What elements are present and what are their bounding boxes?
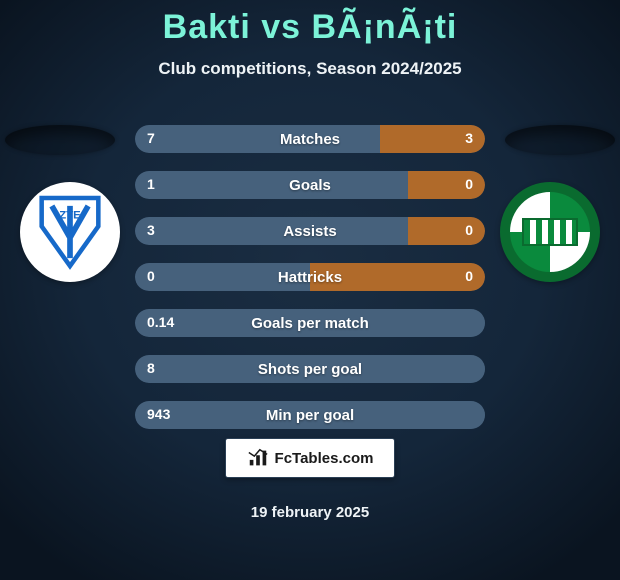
bar-track — [135, 171, 485, 199]
brand-label: FcTables.com — [275, 450, 374, 467]
svg-text:ZTE: ZTE — [59, 209, 81, 221]
stat-row: Goals per match0.14 — [135, 309, 485, 337]
chart-icon — [247, 447, 269, 469]
bar-fill-left — [135, 401, 485, 429]
stat-value-left: 0 — [147, 268, 155, 284]
brand-badge[interactable]: FcTables.com — [225, 438, 395, 478]
stat-row: Goals10 — [135, 171, 485, 199]
bar-track — [135, 401, 485, 429]
bar-fill-left — [135, 355, 485, 383]
shield-icon: ZTE — [36, 192, 104, 272]
bar-track — [135, 355, 485, 383]
stat-row: Shots per goal8 — [135, 355, 485, 383]
stat-row: Hattricks00 — [135, 263, 485, 291]
shadow-ellipse-right — [505, 125, 615, 155]
stats-list: Matches73Goals10Assists30Hattricks00Goal… — [135, 125, 485, 447]
stat-value-left: 943 — [147, 406, 170, 422]
comparison-card: Bakti vs BÃ¡nÃ¡ti Club competitions, Sea… — [0, 0, 620, 580]
bar-fill-right — [310, 263, 485, 291]
stripes-icon — [522, 218, 578, 246]
stat-row: Min per goal943 — [135, 401, 485, 429]
stat-value-left: 3 — [147, 222, 155, 238]
stat-value-left: 8 — [147, 360, 155, 376]
bar-fill-left — [135, 171, 408, 199]
bar-fill-right — [408, 217, 485, 245]
bar-fill-left — [135, 125, 380, 153]
stat-value-left: 7 — [147, 130, 155, 146]
stat-value-right: 0 — [465, 222, 473, 238]
stat-value-right: 3 — [465, 130, 473, 146]
stat-row: Assists30 — [135, 217, 485, 245]
stat-row: Matches73 — [135, 125, 485, 153]
stat-value-right: 0 — [465, 268, 473, 284]
bar-fill-left — [135, 263, 310, 291]
bar-track — [135, 263, 485, 291]
date-label: 19 february 2025 — [0, 504, 620, 521]
page-title: Bakti vs BÃ¡nÃ¡ti — [0, 0, 620, 47]
stat-value-left: 0.14 — [147, 314, 174, 330]
bar-fill-left — [135, 309, 485, 337]
bar-fill-right — [408, 171, 485, 199]
bar-fill-left — [135, 217, 408, 245]
stat-value-left: 1 — [147, 176, 155, 192]
bar-track — [135, 309, 485, 337]
shadow-ellipse-left — [5, 125, 115, 155]
season-subtitle: Club competitions, Season 2024/2025 — [0, 59, 620, 79]
team-crest-right — [500, 182, 600, 282]
team-crest-left: ZTE — [20, 182, 120, 282]
bar-track — [135, 125, 485, 153]
bar-track — [135, 217, 485, 245]
stat-value-right: 0 — [465, 176, 473, 192]
